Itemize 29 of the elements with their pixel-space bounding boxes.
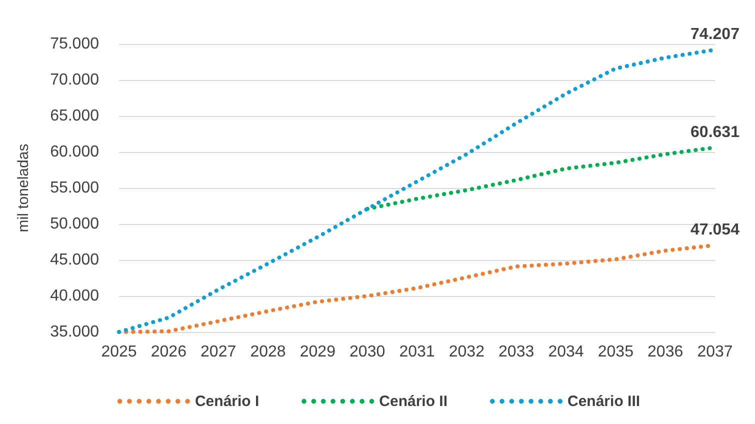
y-tick-label: 50.000 <box>50 216 100 232</box>
y-tick-label: 55.000 <box>50 180 100 196</box>
x-tick-label: 2025 <box>101 344 137 360</box>
data-label: 74.207 <box>690 26 740 44</box>
y-tick-label: 45.000 <box>50 252 100 268</box>
legend-label: Cenário III <box>568 392 640 410</box>
x-tick-label: 2031 <box>399 344 435 360</box>
x-tick-label: 2028 <box>250 344 286 360</box>
y-tick-label: 70.000 <box>50 72 100 88</box>
x-tick-label: 2037 <box>697 344 733 360</box>
x-tick-label: 2029 <box>300 344 336 360</box>
y-tick-label: 75.000 <box>50 36 100 52</box>
x-tick-label: 2034 <box>548 344 584 360</box>
y-tick-label: 40.000 <box>50 288 100 304</box>
data-label: 47.054 <box>690 222 740 239</box>
x-tick-label: 2032 <box>448 344 485 360</box>
x-tick-label: 2030 <box>350 344 386 360</box>
y-tick-label: 60.000 <box>50 144 100 160</box>
x-tick-label: 2036 <box>648 344 684 360</box>
data-label: 60.631 <box>690 124 740 141</box>
y-tick-label: 35.000 <box>50 324 100 340</box>
y-axis-title: mil toneladas <box>15 144 32 232</box>
y-tick-label: 65.000 <box>50 108 100 124</box>
x-tick-label: 2026 <box>150 344 187 360</box>
x-tick-label: 2027 <box>200 344 236 360</box>
legend-label: Cenário I <box>194 392 260 410</box>
x-tick-label: 2035 <box>598 344 634 360</box>
x-tick-label: 2033 <box>498 344 534 360</box>
legend-label: Cenário II <box>379 392 448 410</box>
